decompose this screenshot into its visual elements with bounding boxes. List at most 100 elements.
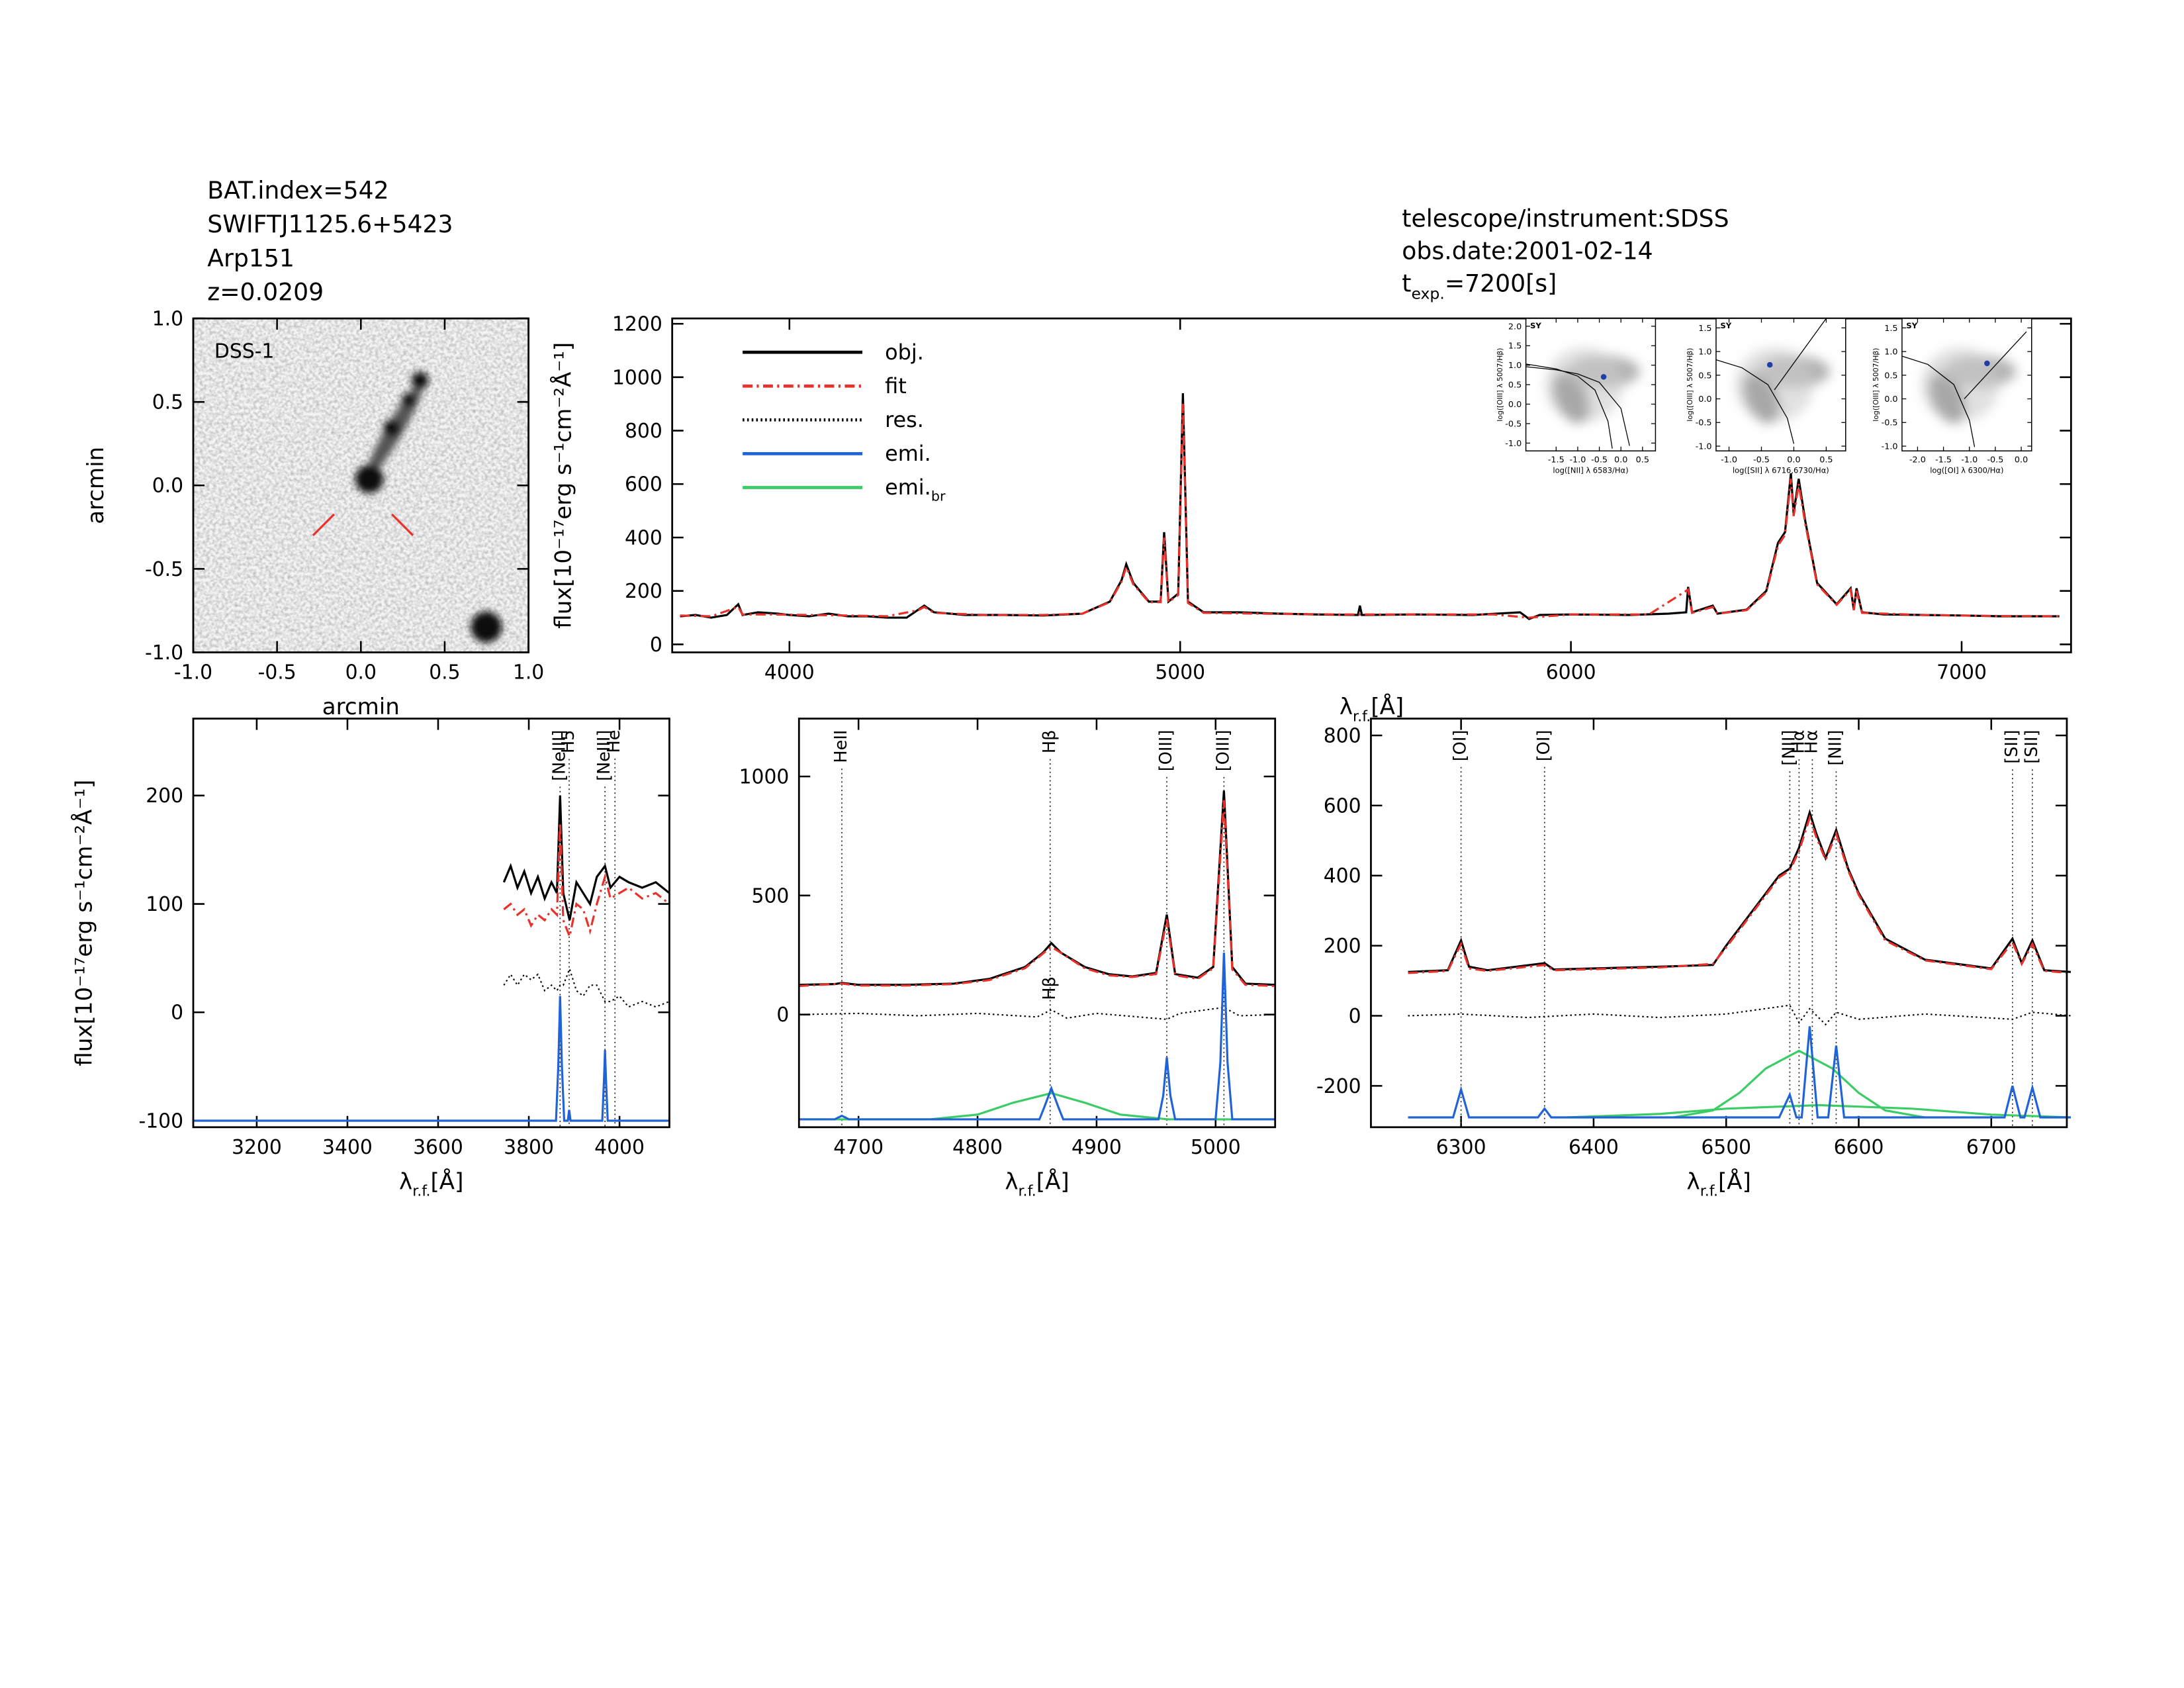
y-tick-label: -0.5	[1882, 418, 1898, 428]
x-tick-label: 0.5	[429, 661, 460, 684]
y-tick-label: 0	[650, 633, 662, 657]
x-axis-label: λr.f.[Å]	[1005, 1168, 1069, 1199]
spectrum-line	[799, 1092, 1275, 1121]
y-tick-label: 400	[625, 526, 662, 549]
text-base: λ	[1687, 1168, 1700, 1195]
y-tick-label: 0.5	[1698, 371, 1711, 381]
y-tick-label: 0.5	[1884, 371, 1897, 381]
density-blob	[1735, 348, 1813, 422]
x-tick-label: -1.5	[1935, 455, 1952, 465]
y-tick-label: 500	[752, 884, 790, 908]
demarcation-curve	[1774, 318, 1827, 391]
x-tick-label: 6000	[1546, 661, 1596, 684]
x-tick-label: -0.5	[1987, 455, 2003, 465]
header-left: BAT.index=542 SWIFTJ1125.6+5423 Arp151 z…	[207, 176, 453, 306]
line-label: Hβ	[1040, 976, 1060, 1000]
x-tick-label: 3400	[322, 1136, 373, 1159]
density	[1735, 348, 1831, 423]
y-tick-label: 800	[1324, 724, 1361, 747]
panel: -1.0 -0.5 0.0 0.5 1.0 -1.0 -0.5 0.0 0.5 1.0 arcmin…	[83, 307, 545, 720]
y-tick-label: -0.5	[145, 558, 183, 581]
axes-frame	[1370, 718, 2068, 1129]
x-tick-label: 6400	[1569, 1136, 1619, 1159]
y-tick-label: 0.0	[1508, 400, 1522, 410]
panel: 4000 5000 6000 7000 0 200 400 600 800 1000 1200 λr.…	[549, 313, 2072, 725]
line-label: HeII	[831, 730, 851, 763]
axes-frame	[1525, 318, 1657, 451]
y-tick-label: -1.0	[1882, 442, 1898, 451]
y-tick-label: 800	[625, 420, 662, 443]
y-tick-label: -100	[138, 1109, 183, 1133]
text-rest: =7200[s]	[1445, 269, 1557, 298]
line-label: [OIII]	[1213, 730, 1233, 772]
y-tick-label: 1.5	[1884, 324, 1897, 334]
y-tick-label: -200	[1316, 1075, 1361, 1098]
x-tick-label: 0.5	[1819, 455, 1833, 465]
text-base: emi.	[885, 475, 931, 500]
density	[1545, 348, 1640, 423]
y-tick-label: 200	[146, 784, 183, 808]
x-axis-label: λr.f.[Å]	[1340, 693, 1404, 725]
text-base: λ	[1005, 1168, 1018, 1195]
x-tick-label: 0.0	[1614, 455, 1627, 465]
y-axis-label: log([OIII] λ 5007/Hβ)	[1686, 348, 1694, 421]
x-tick-label: 4900	[1071, 1136, 1122, 1159]
line-label: H5	[559, 730, 578, 753]
y-tick-label: -1.0	[1696, 442, 1712, 451]
x-tick-label: 5000	[1155, 661, 1205, 684]
x-tick-label: -0.5	[258, 661, 296, 684]
line-label: [OIII]	[1156, 730, 1176, 772]
x-tick-label: 6300	[1436, 1136, 1486, 1159]
text-base: t	[1402, 269, 1411, 298]
spectrum-line	[799, 953, 1275, 1121]
y-tick-label: 200	[625, 580, 662, 603]
dss-image	[193, 318, 529, 653]
line-label: [NII]	[1779, 730, 1799, 766]
x-tick-label: 6500	[1701, 1136, 1751, 1159]
text-subscript: r.f.	[1700, 1183, 1718, 1200]
legend-label: emi.	[885, 441, 931, 466]
y-tick-label: 0.5	[152, 391, 183, 414]
spectrum-line	[503, 822, 670, 941]
x-tick-label: -1.0	[174, 661, 212, 684]
panel: 6300 6400 6500 6600 6700 -200 0 200 400 600 800 λr.…	[1316, 718, 2071, 1200]
x-tick-label: -0.5	[1753, 455, 1770, 465]
line-label: [SII]	[2022, 730, 2042, 764]
demarcation-curve	[1525, 363, 1613, 449]
line-label: [NeIII]	[549, 730, 569, 781]
density-blob	[1921, 348, 1999, 422]
y-axis-label: flux[10⁻¹⁷erg s⁻¹cm⁻²Å⁻¹]	[71, 780, 98, 1066]
x-tick-label: 4000	[764, 661, 815, 684]
x-axis-label: λr.f.[Å]	[1687, 1168, 1751, 1199]
y-tick-label: 0.0	[1698, 395, 1711, 404]
x-tick-label: 3800	[504, 1136, 554, 1159]
text-subscript: r.f.	[1018, 1183, 1036, 1200]
x-tick-label: 0.5	[1636, 455, 1649, 465]
line-label: [OI]	[1451, 730, 1471, 762]
density-blob	[1545, 348, 1623, 422]
y-tick-label: 200	[1324, 935, 1361, 958]
header-line: telescope/instrument:SDSS	[1402, 205, 1729, 233]
x-tick-label: -1.0	[1961, 455, 1978, 465]
header-line: BAT.index=542	[207, 176, 388, 205]
panel-label: DSS-1	[214, 340, 274, 363]
x-tick-label: 0.0	[1787, 455, 1800, 465]
spectrum-line	[1408, 809, 2071, 973]
spectrum-line	[502, 795, 670, 921]
header-line: SWIFTJ1125.6+5423	[207, 210, 453, 238]
x-tick-label: 1.0	[513, 661, 544, 684]
y-axis-label: flux[10⁻¹⁷erg s⁻¹cm⁻²Å⁻¹]	[549, 342, 576, 629]
line-label: Hα	[1788, 730, 1808, 754]
y-tick-label: 0.0	[1884, 395, 1897, 404]
y-tick-label: -0.5	[1505, 419, 1522, 429]
panels: -1.0 -0.5 0.0 0.5 1.0 -1.0 -0.5 0.0 0.5 1.0 arcmin…	[71, 307, 2072, 1200]
header-line: z=0.0209	[207, 277, 324, 306]
text-subscript: br	[931, 489, 946, 504]
legend-label: fit	[885, 373, 907, 399]
spectrum-line	[1672, 1049, 1925, 1119]
spectrum-line	[680, 404, 2060, 619]
y-tick-label: 1.5	[1698, 324, 1711, 334]
y-tick-label: 1.0	[152, 307, 183, 330]
x-tick-label: 4000	[594, 1136, 645, 1159]
